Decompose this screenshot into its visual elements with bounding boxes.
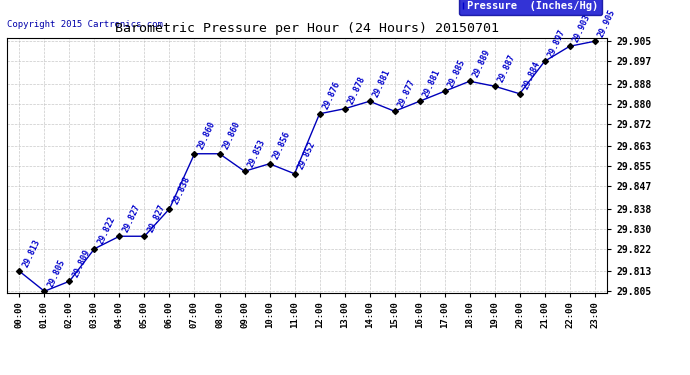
Text: 29.897: 29.897 [546, 27, 567, 58]
Text: 29.856: 29.856 [271, 130, 292, 161]
Text: 29.905: 29.905 [596, 8, 617, 39]
Text: 29.827: 29.827 [121, 202, 141, 234]
Text: 29.852: 29.852 [296, 140, 317, 171]
Text: 29.809: 29.809 [71, 248, 92, 279]
Text: 29.876: 29.876 [321, 80, 342, 111]
Text: 29.887: 29.887 [496, 53, 517, 84]
Text: 29.885: 29.885 [446, 57, 467, 88]
Text: 29.822: 29.822 [96, 215, 117, 246]
Text: 29.881: 29.881 [421, 68, 442, 99]
Text: 29.884: 29.884 [521, 60, 542, 91]
Text: 29.860: 29.860 [196, 120, 217, 151]
Text: 29.827: 29.827 [146, 202, 167, 234]
Text: 29.903: 29.903 [571, 12, 592, 44]
Text: 29.878: 29.878 [346, 75, 367, 106]
Text: 29.860: 29.860 [221, 120, 242, 151]
Text: 29.853: 29.853 [246, 138, 267, 168]
Text: Copyright 2015 Cartronics.com: Copyright 2015 Cartronics.com [7, 20, 163, 28]
Text: 29.877: 29.877 [396, 78, 417, 108]
Text: 29.889: 29.889 [471, 48, 492, 78]
Text: 29.881: 29.881 [371, 68, 392, 99]
Title: Barometric Pressure per Hour (24 Hours) 20150701: Barometric Pressure per Hour (24 Hours) … [115, 22, 499, 35]
Text: 29.838: 29.838 [171, 175, 192, 206]
Text: 29.813: 29.813 [21, 237, 41, 268]
Legend: Pressure  (Inches/Hg): Pressure (Inches/Hg) [460, 0, 602, 15]
Text: 29.805: 29.805 [46, 258, 67, 288]
